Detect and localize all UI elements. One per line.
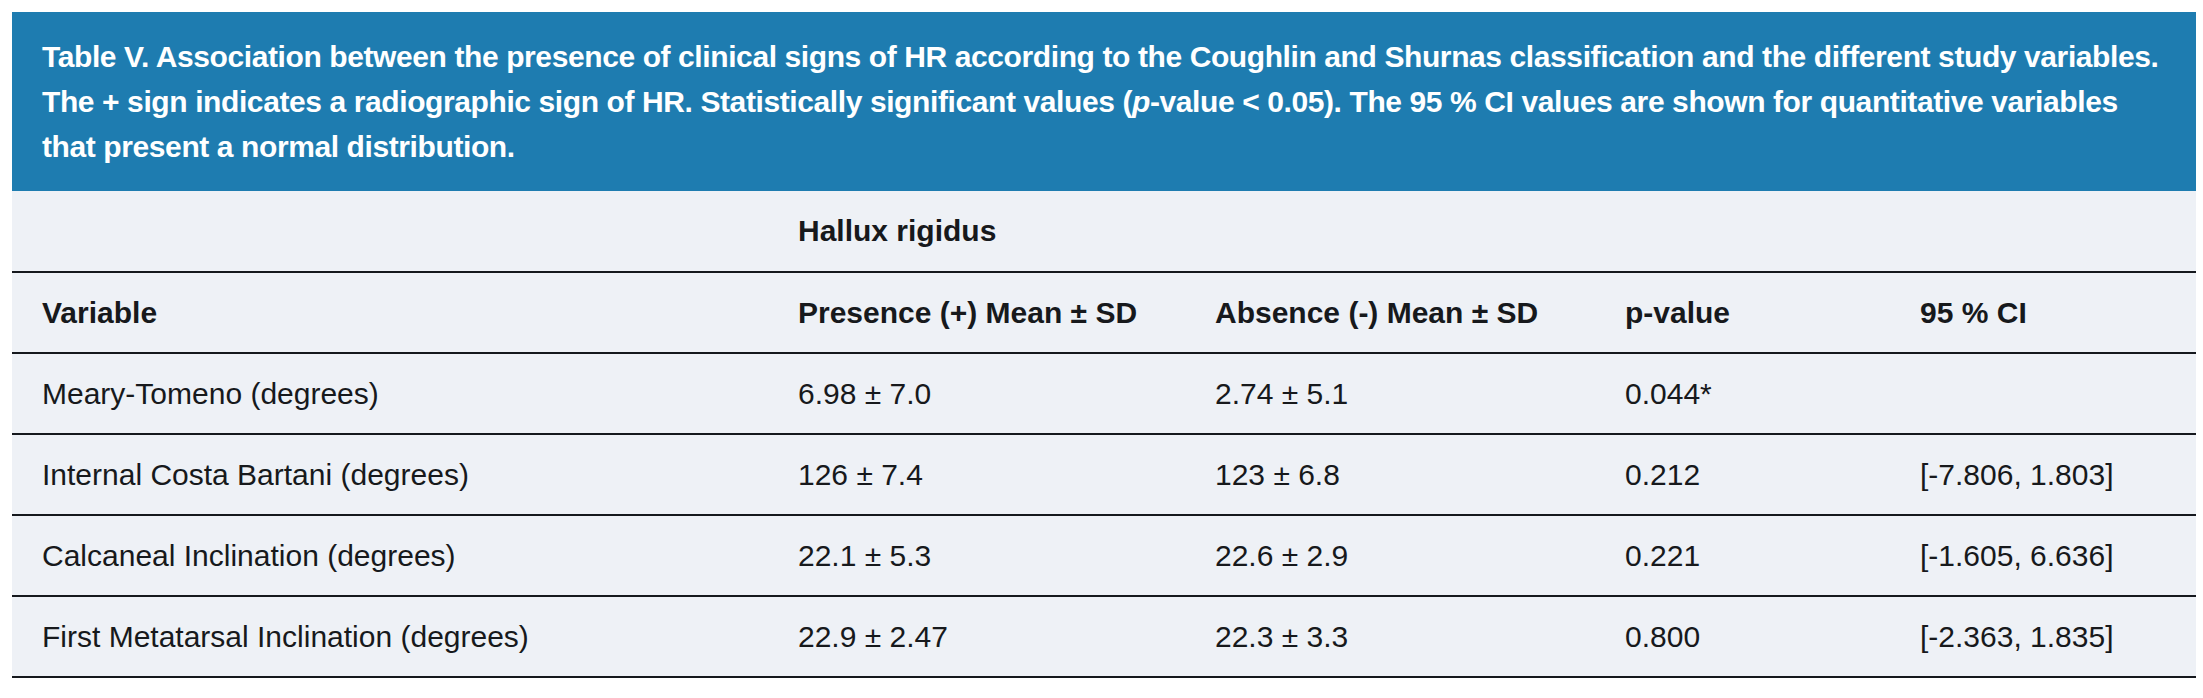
statistics-table: Hallux rigidus Variable Presence (+) Mea… [12, 191, 2196, 678]
table-row: Calcaneal Inclination (degrees) 22.1 ± 5… [12, 515, 2196, 596]
table-figure: Table V. Association between the presenc… [12, 12, 2196, 678]
cell-ci: [-7.806, 1.803] [1920, 434, 2196, 515]
table-row: Internal Costa Bartani (degrees) 126 ± 7… [12, 434, 2196, 515]
table-caption: Table V. Association between the presenc… [12, 12, 2196, 191]
cell-ci: [-1.605, 6.636] [1920, 515, 2196, 596]
column-header-row: Variable Presence (+) Mean ± SD Absence … [12, 272, 2196, 353]
col-header-variable: Variable [12, 272, 798, 353]
cell-p-value: 0.212 [1625, 434, 1920, 515]
group-header-spacer [1625, 191, 1920, 272]
col-header-p-value: p-value [1625, 272, 1920, 353]
group-header-spacer [1920, 191, 2196, 272]
cell-variable: Internal Costa Bartani (degrees) [12, 434, 798, 515]
table-row: First Metatarsal Inclination (degrees) 2… [12, 596, 2196, 677]
table-row: Meary-Tomeno (degrees) 6.98 ± 7.0 2.74 ±… [12, 353, 2196, 434]
cell-variable: Calcaneal Inclination (degrees) [12, 515, 798, 596]
caption-italic-p: p [1132, 85, 1150, 118]
col-header-presence: Presence (+) Mean ± SD [798, 272, 1215, 353]
cell-p-value: 0.800 [1625, 596, 1920, 677]
cell-presence: 6.98 ± 7.0 [798, 353, 1215, 434]
cell-variable: First Metatarsal Inclination (degrees) [12, 596, 798, 677]
cell-absence: 2.74 ± 5.1 [1215, 353, 1625, 434]
cell-absence: 22.3 ± 3.3 [1215, 596, 1625, 677]
group-header-spacer [1215, 191, 1625, 272]
col-header-ci: 95 % CI [1920, 272, 2196, 353]
cell-presence: 22.1 ± 5.3 [798, 515, 1215, 596]
cell-presence: 22.9 ± 2.47 [798, 596, 1215, 677]
col-header-absence: Absence (-) Mean ± SD [1215, 272, 1625, 353]
group-header-label: Hallux rigidus [798, 191, 1215, 272]
cell-absence: 22.6 ± 2.9 [1215, 515, 1625, 596]
group-header-row: Hallux rigidus [12, 191, 2196, 272]
cell-p-value: 0.044* [1625, 353, 1920, 434]
cell-p-value: 0.221 [1625, 515, 1920, 596]
cell-absence: 123 ± 6.8 [1215, 434, 1625, 515]
cell-ci [1920, 353, 2196, 434]
cell-ci: [-2.363, 1.835] [1920, 596, 2196, 677]
cell-presence: 126 ± 7.4 [798, 434, 1215, 515]
group-header-spacer [12, 191, 798, 272]
cell-variable: Meary-Tomeno (degrees) [12, 353, 798, 434]
